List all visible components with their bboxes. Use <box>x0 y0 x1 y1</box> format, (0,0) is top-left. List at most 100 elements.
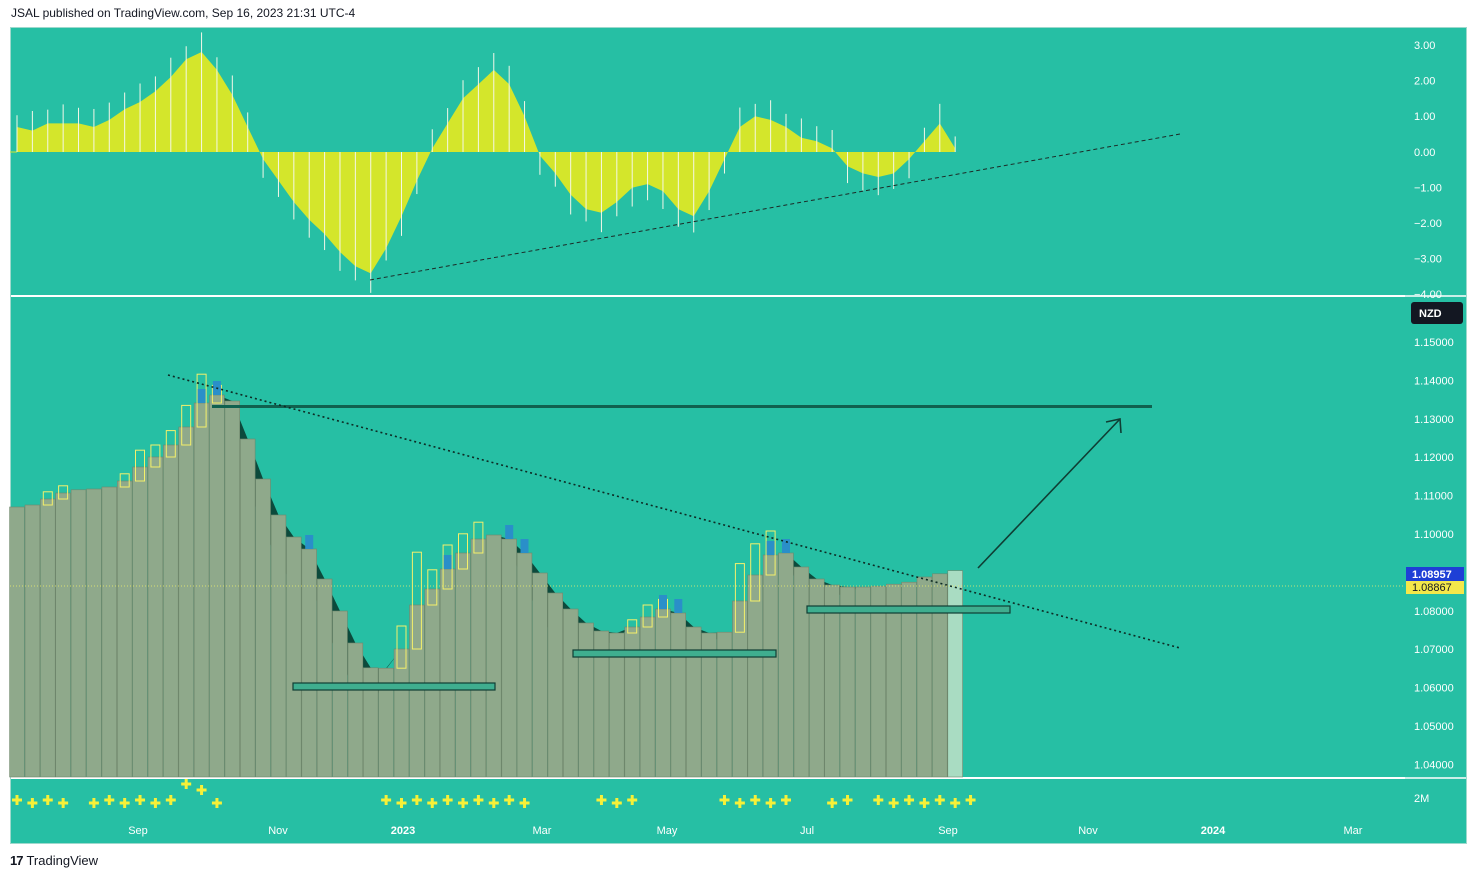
oscillator-area <box>17 52 956 274</box>
price-column <box>147 456 164 778</box>
volume-plus-v <box>446 795 450 805</box>
price-column <box>470 538 487 778</box>
price-column <box>885 583 902 778</box>
price-column <box>362 667 379 778</box>
volume-plus-marker <box>427 798 438 808</box>
price-axis-tick: 1.13000 <box>1414 414 1454 426</box>
oscillator-axis-tick: −1.00 <box>1414 182 1442 194</box>
volume-plus-v <box>415 795 419 805</box>
right-axis-area[interactable] <box>1405 27 1467 844</box>
pullback-candle <box>505 525 514 539</box>
price-column <box>578 622 594 778</box>
volume-plus-v <box>784 795 788 805</box>
price-column <box>409 604 425 778</box>
volume-plus-marker <box>965 795 976 805</box>
volume-layer <box>12 779 976 808</box>
volume-plus-marker <box>196 785 207 795</box>
volume-plus-v <box>922 798 926 808</box>
volume-plus-marker <box>381 795 392 805</box>
volume-plus-marker <box>488 798 499 808</box>
volume-plus-marker <box>781 795 791 805</box>
hollow-candle <box>181 404 192 446</box>
volume-plus-v <box>184 779 188 789</box>
price-column <box>609 632 625 778</box>
volume-plus-v <box>892 798 896 808</box>
price-axis-tick: 1.11000 <box>1414 491 1453 503</box>
oscillator-axis-tick: 1.00 <box>1414 111 1435 123</box>
volume-plus-v <box>938 795 942 805</box>
publisher-caption: JSAL published on TradingView.com, Sep 1… <box>11 6 356 20</box>
volume-plus-marker <box>504 795 515 805</box>
volume-plus-marker <box>842 795 853 805</box>
volume-plus-marker <box>181 779 192 789</box>
price-column <box>132 466 148 778</box>
time-axis-area[interactable] <box>10 816 1405 844</box>
price-column <box>932 573 948 778</box>
volume-plus-marker <box>458 798 469 808</box>
volume-plus-v <box>430 798 434 808</box>
time-axis-label: Sep <box>128 825 148 837</box>
volume-plus-marker <box>473 795 484 805</box>
volume-plus-v <box>15 795 19 805</box>
price-column <box>839 586 856 778</box>
volume-plus-marker <box>58 798 69 808</box>
price-column <box>532 572 548 778</box>
volume-panel[interactable] <box>10 779 1405 816</box>
tradingview-logo-icon: 17 <box>10 853 24 868</box>
price-axis-tick: 1.08000 <box>1414 606 1454 618</box>
volume-plus-v <box>876 795 880 805</box>
volume-plus-v <box>169 795 173 805</box>
volume-plus-v <box>753 795 757 805</box>
price-column <box>670 612 687 778</box>
price-column <box>286 536 302 778</box>
price-column <box>685 626 702 778</box>
hollow-candle <box>734 563 745 633</box>
price-column <box>655 608 671 778</box>
tradingview-logo[interactable]: 17 TradingView <box>10 853 98 868</box>
hollow-candle <box>150 444 161 468</box>
volume-plus-marker <box>396 798 407 808</box>
price-column <box>24 504 41 778</box>
volume-plus-marker <box>611 798 622 808</box>
price-column <box>793 566 810 778</box>
price-axis-tick: 1.07000 <box>1414 644 1454 656</box>
price-column <box>762 554 779 778</box>
hollow-candle <box>442 544 453 590</box>
volume-plus-marker <box>165 795 176 805</box>
price-column <box>916 576 933 778</box>
volume-plus-marker <box>519 798 530 808</box>
pullback-candle <box>766 541 775 555</box>
volume-plus-v <box>846 795 850 805</box>
pullback-candle <box>674 599 683 613</box>
hollow-candle <box>135 449 145 482</box>
volume-plus-v <box>830 798 834 808</box>
time-axis-label: May <box>657 825 678 837</box>
volume-plus-v <box>384 795 388 805</box>
price-axis-tick: 1.06000 <box>1414 683 1454 695</box>
time-axis-label: Nov <box>268 825 288 837</box>
prev-price-badge <box>1406 581 1464 594</box>
price-axis-tick: 1.15000 <box>1414 337 1454 349</box>
price-column <box>270 514 287 778</box>
price-column <box>193 402 210 778</box>
time-axis-label: Mar <box>1344 825 1363 837</box>
price-column <box>378 667 394 778</box>
price-column <box>901 581 917 778</box>
volume-plus-marker <box>765 798 776 808</box>
time-axis-label: 2023 <box>391 825 415 837</box>
hollow-candle <box>750 543 761 602</box>
price-column <box>732 600 748 778</box>
hollow-candle <box>119 473 130 488</box>
volume-plus-marker <box>442 795 453 805</box>
price-column <box>809 578 825 778</box>
volume-plus-v <box>738 798 742 808</box>
volume-plus-v <box>507 795 511 805</box>
price-column <box>393 648 410 778</box>
volume-plus-marker <box>873 795 884 805</box>
price-column <box>301 548 317 778</box>
projection-arrow <box>977 418 1121 569</box>
price-column <box>486 534 502 778</box>
currency-label: NZD <box>1419 308 1442 320</box>
support-zone-box <box>572 649 777 658</box>
